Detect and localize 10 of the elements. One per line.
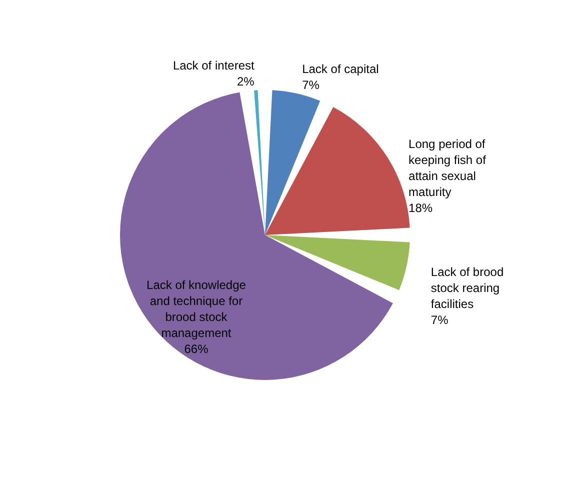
data-label: 66% xyxy=(184,342,209,356)
slice-label: Long period of keeping fish of attain sexual maturity xyxy=(408,136,487,199)
data-label: 7% xyxy=(430,313,449,328)
data-label: 2% xyxy=(236,74,255,88)
data-label: 18% xyxy=(408,200,433,215)
slice-label: Lack of capital xyxy=(302,62,379,76)
slice-label: Lack of interest xyxy=(172,58,255,72)
slice-label: Lack of brood stock rearing facilities xyxy=(430,265,504,312)
slice-label: Lack of knowledge and technique for brood stock management xyxy=(146,278,246,340)
data-label: 7% xyxy=(302,78,320,92)
